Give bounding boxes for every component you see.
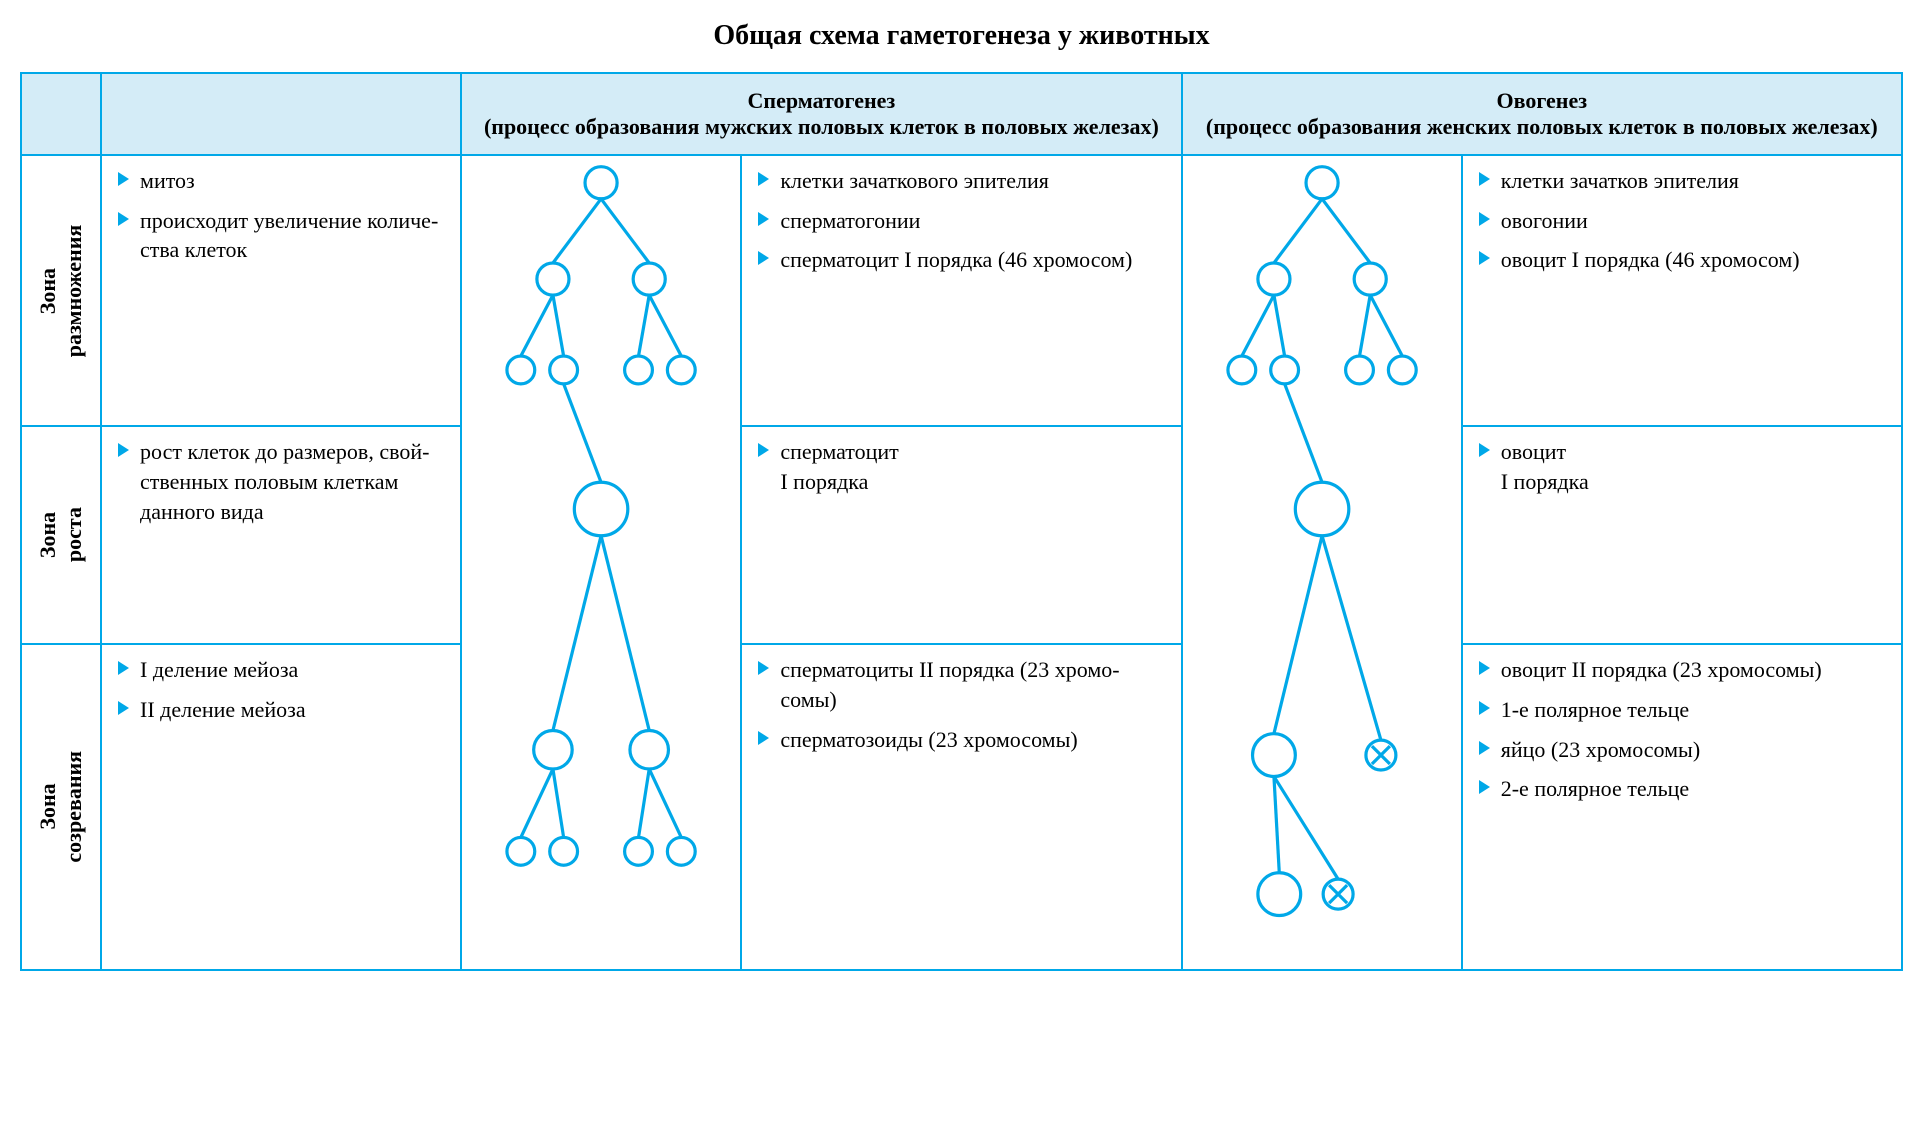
list-item: овогонии [1477,206,1887,236]
list-item: 1-е полярное тельце [1477,695,1887,725]
header-row: Сперматогенез(процесс образования мужски… [21,73,1902,155]
zone-desc-1: рост клеток до размеров, свой­ственных п… [101,426,461,644]
page-title: Общая схема гаметогенеза у животных [20,20,1903,52]
zone-label-0: Зонаразмножения [21,155,101,426]
header-sperm: Сперматогенез(процесс образования мужски… [461,73,1181,155]
list-item: II деление мейоза [116,695,446,725]
ovo-text-0: клетки зачатков эпителия овогонии овоцит I… [1462,155,1902,426]
gametogenesis-table: Сперматогенез(процесс образования мужски… [20,72,1903,971]
header-blank-2 [101,73,461,155]
list-item: клетки зачатков эпителия [1477,166,1887,196]
list-item: овоцит II порядка (23 хромосомы) [1477,655,1887,685]
list-item: сперматоцит I по­рядка (46 хромосом) [756,245,1166,275]
list-item: овоцитI порядка [1477,437,1887,496]
zone-label-2: Зонасозревания [21,644,101,970]
header-ovo: Овогенез(процесс образования женских пол… [1182,73,1902,155]
list-item: происходит уве­личение количе­ства клето… [116,206,446,265]
list-item: митоз [116,166,446,196]
sperm-text-2: сперматоциты II порядка (23 хромо­сомы) с… [741,644,1181,970]
zone-desc-2: I деление мейоза II деление мейоза [101,644,461,970]
zone-desc-0: митоз происходит уве­личение количе­ства … [101,155,461,426]
list-item: рост клеток до размеров, свой­ственных п… [116,437,446,526]
header-blank-1 [21,73,101,155]
list-item: сперматоцитI порядка [756,437,1166,496]
zone-row-1: Зонароста рост клеток до размеров, свой­… [21,426,1902,644]
list-item: клетки зачаткового эпителия [756,166,1166,196]
sperm-text-0: клетки зачаткового эпителия сперматогонии… [741,155,1181,426]
sperm-text-1: сперматоцитI порядка [741,426,1181,644]
list-item: сперматоциты II порядка (23 хромо­сомы) [756,655,1166,714]
list-item: I деление мейоза [116,655,446,685]
zone-row-2: Зонасозревания I деление мейоза II делени… [21,644,1902,970]
list-item: 2-е полярное тельце [1477,774,1887,804]
list-item: сперматозоиды (23 хромосомы) [756,725,1166,755]
zone-label-1: Зонароста [21,426,101,644]
list-item: овоцит I порядка (46 хромосом) [1477,245,1887,275]
diagram-sperm [461,155,741,970]
zone-row-0: Зонаразмножения митоз происходит уве­личе… [21,155,1902,426]
ovo-text-1: овоцитI порядка [1462,426,1902,644]
list-item: сперматогонии [756,206,1166,236]
list-item: яйцо (23 хромосомы) [1477,735,1887,765]
diagram-ovo [1182,155,1462,970]
ovo-text-2: овоцит II порядка (23 хромосомы) 1-е поля… [1462,644,1902,970]
